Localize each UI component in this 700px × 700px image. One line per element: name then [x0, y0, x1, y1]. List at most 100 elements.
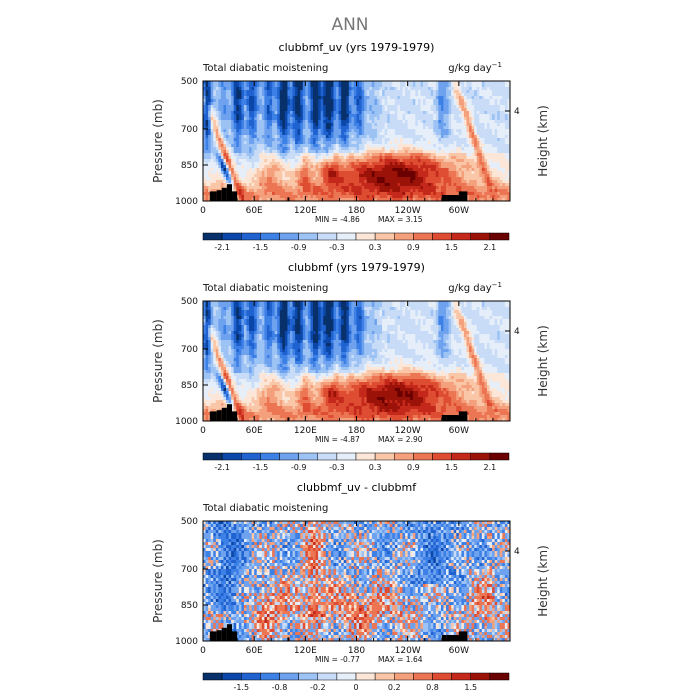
heatmap-cell — [407, 99, 411, 103]
heatmap-cell — [489, 99, 493, 103]
heatmap-cell — [382, 301, 386, 305]
heatmap-cell — [246, 150, 250, 154]
heatmap-cell — [425, 114, 429, 118]
heatmap-cell — [328, 102, 332, 106]
heatmap-cell — [256, 153, 260, 157]
heatmap-cell — [226, 138, 229, 142]
heatmap-cell — [313, 195, 316, 199]
heatmap-cell — [213, 84, 217, 88]
heatmap-cell — [466, 144, 470, 148]
heatmap-cell — [379, 174, 383, 178]
heatmap-cell — [243, 120, 247, 124]
heatmap-cell — [405, 81, 409, 85]
heatmap-cell — [463, 141, 467, 145]
heatmap-cell — [289, 120, 293, 124]
heatmap-cell — [433, 105, 437, 109]
heatmap-cell — [443, 135, 447, 139]
heatmap-cell — [241, 117, 245, 121]
heatmap-cell — [282, 93, 286, 97]
heatmap-cell — [213, 168, 217, 172]
heatmap-cell — [269, 159, 273, 163]
heatmap-cell — [305, 180, 309, 184]
heatmap-cell — [392, 189, 396, 193]
heatmap-cell — [446, 135, 449, 139]
heatmap-cell — [412, 198, 416, 202]
heatmap-cell — [417, 126, 421, 130]
heatmap-cell — [266, 84, 270, 88]
heatmap-cell — [456, 87, 460, 91]
heatmap-cell — [394, 123, 398, 127]
heatmap-cell — [266, 108, 270, 112]
heatmap-cell — [287, 195, 291, 199]
heatmap-cell — [371, 99, 375, 103]
heatmap-cell — [433, 301, 437, 305]
heatmap-cell — [251, 96, 255, 100]
heatmap-cell — [295, 105, 299, 109]
heatmap-cell — [471, 180, 475, 184]
heatmap-cell — [438, 93, 442, 97]
heatmap-cell — [479, 180, 483, 184]
heatmap-cell — [382, 195, 386, 199]
heatmap-cell — [481, 96, 485, 100]
heatmap-cell — [203, 102, 206, 106]
heatmap-cell — [323, 120, 327, 124]
heatmap-cell — [497, 108, 501, 112]
heatmap-cell — [346, 150, 350, 154]
heatmap-cell — [330, 135, 334, 139]
heatmap-cell — [259, 114, 263, 118]
heatmap-cell — [241, 165, 245, 169]
heatmap-cell — [210, 93, 214, 97]
heatmap-cell — [274, 174, 278, 178]
heatmap-cell — [266, 111, 270, 115]
min-value: MIN = -4.86 — [315, 215, 360, 224]
heatmap-cell — [458, 189, 462, 193]
heatmap-cell — [289, 144, 293, 148]
heatmap-cell — [320, 162, 324, 166]
heatmap-cell — [374, 117, 378, 121]
heatmap-cell — [256, 162, 260, 166]
heatmap-cell — [469, 129, 473, 133]
heatmap-cell — [410, 186, 414, 190]
heatmap-cell — [307, 135, 311, 139]
heatmap-cell — [451, 120, 455, 124]
heatmap-cell — [415, 171, 419, 175]
heatmap-cell — [351, 147, 355, 151]
heatmap-cell — [231, 153, 235, 157]
heatmap-cell — [246, 144, 250, 148]
heatmap-cell — [469, 102, 473, 106]
heatmap-cell — [504, 105, 508, 109]
heatmap-cell — [502, 177, 506, 181]
heatmap-cell — [336, 198, 339, 202]
heatmap-cell — [451, 84, 455, 88]
colorbar-segment — [260, 232, 280, 241]
heatmap-cell — [254, 90, 258, 94]
heatmap-cell — [223, 150, 227, 154]
heatmap-cell — [392, 192, 396, 196]
heatmap-cell — [486, 81, 490, 85]
heatmap-cell — [205, 120, 209, 124]
heatmap-cell — [208, 147, 212, 151]
heatmap-cell — [502, 114, 506, 118]
heatmap-cell — [384, 189, 388, 193]
heatmap-cell — [315, 120, 319, 124]
heatmap-cell — [438, 87, 442, 91]
heatmap-cell — [489, 93, 493, 97]
heatmap-cell — [223, 111, 227, 115]
heatmap-cell — [318, 156, 322, 160]
heatmap-cell — [287, 180, 291, 184]
heatmap-cell — [302, 90, 306, 94]
heatmap-cell — [369, 108, 373, 112]
heatmap-cell — [203, 177, 206, 181]
units-text: g/kg day — [448, 283, 492, 294]
heatmap-cell — [277, 192, 281, 196]
heatmap-cell — [466, 150, 470, 154]
heatmap-cell — [379, 156, 383, 160]
heatmap-cell — [374, 141, 378, 145]
heatmap-cell — [223, 141, 227, 145]
heatmap-cell — [333, 159, 337, 163]
heatmap-cell — [333, 168, 337, 172]
heatmap-cell — [243, 301, 247, 305]
heatmap-cell — [218, 171, 222, 175]
heatmap-cell — [203, 195, 206, 199]
heatmap-cell — [318, 126, 322, 130]
